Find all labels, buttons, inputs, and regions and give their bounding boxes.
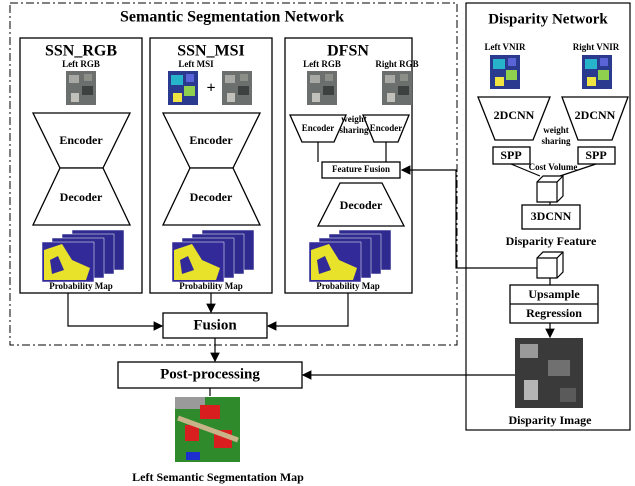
weight-sharing: weight xyxy=(543,125,569,135)
disparity-feature-cube xyxy=(537,252,563,278)
disparity-image xyxy=(515,338,583,408)
cost-volume-cube xyxy=(537,176,563,202)
segmentation-map xyxy=(175,397,240,462)
encoder-label: Encoder xyxy=(59,133,103,147)
regression-label: Regression xyxy=(526,306,582,320)
section-title: Disparity Network xyxy=(488,11,608,27)
input-image xyxy=(382,71,412,105)
feature-fusion-label: Feature Fusion xyxy=(332,164,390,174)
input-label: Left RGB xyxy=(62,59,100,69)
arrow xyxy=(402,170,537,268)
arrow xyxy=(268,293,348,326)
output-label: Probability Map xyxy=(49,281,113,291)
encoder-label: Encoder xyxy=(189,133,233,147)
weight-sharing: weight xyxy=(341,114,367,124)
probability-map xyxy=(309,230,391,282)
encoder-label: Encoder xyxy=(302,123,335,133)
plus: + xyxy=(206,80,215,97)
section-title: Semantic Segmentation Network xyxy=(120,9,344,26)
decoder-label: Decoder xyxy=(190,190,233,204)
input-label: Left RGB xyxy=(303,59,341,69)
module-title: DFSN xyxy=(327,43,369,60)
output-label: Left Semantic Segmentation Map xyxy=(132,470,304,484)
cnn3d-label: 3DCNN xyxy=(531,209,572,223)
post-processing-label: Post-processing xyxy=(160,366,260,382)
cnn2d-label: 2DCNN xyxy=(575,108,616,122)
disparity-feature-label: Disparity Feature xyxy=(506,234,597,248)
spp-label: SPP xyxy=(585,148,606,162)
upsample-label: Upsample xyxy=(528,287,580,301)
input-image xyxy=(490,55,520,89)
probability-map xyxy=(172,230,254,282)
input-image xyxy=(66,71,96,105)
output-label: Probability Map xyxy=(179,281,243,291)
input-image xyxy=(307,71,337,105)
fusion-label: Fusion xyxy=(193,317,237,333)
input-image xyxy=(168,71,198,105)
input-label: Right RGB xyxy=(375,59,418,69)
output-label: Probability Map xyxy=(316,281,380,291)
spp-label: SPP xyxy=(500,148,521,162)
decoder-label: Decoder xyxy=(60,190,103,204)
input-label: Left VNIR xyxy=(484,42,526,52)
decoder-label: Decoder xyxy=(340,198,383,212)
weight-sharing: sharing xyxy=(339,125,369,135)
module-title: SSN_RGB xyxy=(45,43,117,60)
input-image xyxy=(222,71,252,105)
disparity-image-label: Disparity Image xyxy=(509,413,593,427)
input-image xyxy=(582,55,612,89)
input-label: Right VNIR xyxy=(573,42,620,52)
encoder-label: Encoder xyxy=(370,123,403,133)
cnn2d-label: 2DCNN xyxy=(494,108,535,122)
diagram: Semantic Segmentation Network SSN_RGB Le… xyxy=(0,0,635,486)
module-title: SSN_MSI xyxy=(177,43,245,60)
weight-sharing: sharing xyxy=(541,136,571,146)
probability-map xyxy=(42,230,124,282)
input-label: Left MSI xyxy=(178,59,214,69)
cost-volume-label: Cost Volume xyxy=(529,162,578,172)
arrow xyxy=(68,293,162,326)
